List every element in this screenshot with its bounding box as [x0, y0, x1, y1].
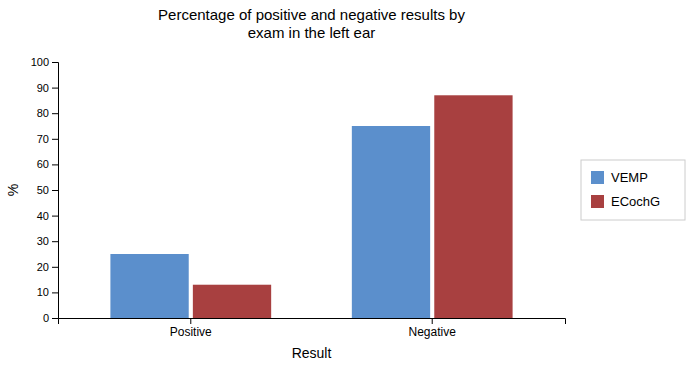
x-tick-label: Positive: [170, 325, 212, 339]
y-tick-label: 100: [31, 56, 49, 68]
x-axis: Positive Negative: [59, 318, 566, 339]
y-tick: 20: [37, 261, 58, 273]
legend-swatch: [591, 171, 604, 184]
y-tick-label: 10: [37, 286, 49, 298]
y-tick-mark: [52, 113, 58, 114]
plot-area: 0 10 20 30 40 50 60 70 80 90 100 Positive Negative: [31, 56, 566, 339]
y-tick-label: 60: [37, 158, 49, 170]
y-tick-mark: [52, 216, 58, 217]
y-tick: 70: [37, 133, 58, 145]
bar: [434, 95, 512, 318]
x-tick: Positive: [170, 318, 212, 339]
y-tick-label: 30: [37, 235, 49, 247]
y-tick-label: 40: [37, 210, 49, 222]
y-tick-label: 70: [37, 133, 49, 145]
x-axis-title: Result: [292, 345, 332, 361]
bar: [193, 285, 271, 318]
x-tick-mark: [432, 318, 433, 324]
legend-label: ECochG: [611, 194, 660, 209]
y-tick: 80: [37, 107, 58, 119]
y-tick-mark: [52, 62, 58, 63]
y-tick-label: 50: [37, 184, 49, 196]
y-tick: 90: [37, 82, 58, 94]
bars: [110, 95, 512, 318]
chart: 0 10 20 30 40 50 60 70 80 90 100 Positive Negative Re…: [0, 0, 695, 370]
x-tick-label: Negative: [409, 325, 457, 339]
legend-item: ECochG: [591, 194, 660, 209]
y-tick: 100: [31, 56, 58, 68]
title-line: exam in the left ear: [248, 24, 376, 41]
y-tick: 60: [37, 158, 58, 170]
y-tick-mark: [52, 292, 58, 293]
y-tick-mark: [52, 267, 58, 268]
bar-series: [193, 95, 513, 318]
title: Percentage of positive and negative resu…: [158, 6, 465, 41]
legend-frame: [581, 160, 685, 220]
bar: [110, 254, 188, 318]
y-tick: 30: [37, 235, 58, 247]
y-tick-mark: [52, 164, 58, 165]
y-tick-label: 80: [37, 107, 49, 119]
y-tick: 0: [43, 312, 58, 324]
y-tick-mark: [52, 88, 58, 89]
y-tick-label: 20: [37, 261, 49, 273]
y-tick: 10: [37, 286, 58, 298]
y-tick-mark: [52, 241, 58, 242]
y-axis-line: [52, 63, 59, 319]
y-tick-label: 0: [43, 312, 49, 324]
y-axis-title: %: [5, 184, 21, 196]
legend-item: VEMP: [591, 170, 648, 185]
x-tick-mark: [190, 318, 191, 324]
y-tick: 50: [37, 184, 58, 196]
y-tick-mark: [52, 139, 58, 140]
x-axis-line: [59, 319, 566, 325]
title-line: Percentage of positive and negative resu…: [158, 6, 465, 23]
y-tick-mark: [52, 318, 58, 319]
legend-swatch: [591, 195, 604, 208]
y-axis: 0 10 20 30 40 50 60 70 80 90 100: [31, 56, 59, 324]
bar: [352, 126, 430, 318]
y-tick-label: 90: [37, 82, 49, 94]
y-tick-mark: [52, 190, 58, 191]
y-tick: 40: [37, 210, 58, 222]
legend-label: VEMP: [611, 170, 648, 185]
bar-series: [110, 126, 430, 318]
x-tick: Negative: [409, 318, 457, 339]
legend: VEMP ECochG: [581, 160, 685, 220]
